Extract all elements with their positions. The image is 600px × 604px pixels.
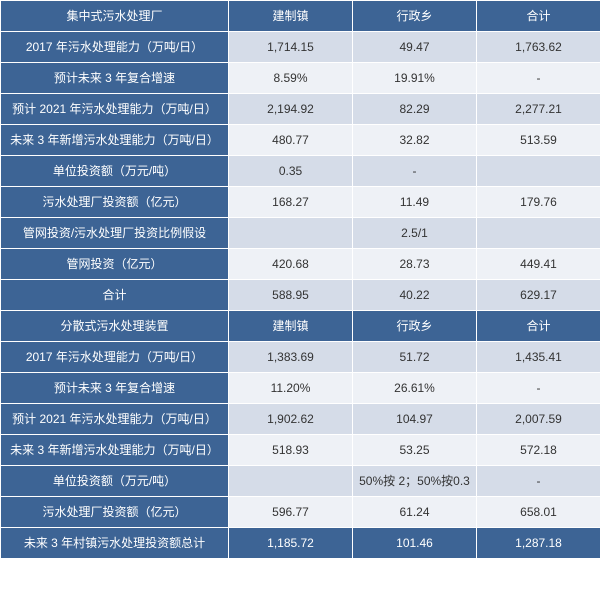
cell-value: 449.41 xyxy=(477,249,600,280)
table-row: 未来 3 年新增污水处理能力（万吨/日）480.7732.82513.59 xyxy=(1,125,600,156)
cell-value: 2.5/1 xyxy=(353,218,477,249)
cell-value: 82.29 xyxy=(353,94,477,125)
cell-value: 480.77 xyxy=(229,125,353,156)
cell-value: 11.49 xyxy=(353,187,477,218)
cell-value: 0.35 xyxy=(229,156,353,187)
row-label: 管网投资（亿元） xyxy=(1,249,229,280)
cell-value: 420.68 xyxy=(229,249,353,280)
column-header: 合计 xyxy=(477,1,600,32)
cell-value xyxy=(229,466,353,497)
row-label: 管网投资/污水处理厂投资比例假设 xyxy=(1,218,229,249)
column-header: 建制镇 xyxy=(229,1,353,32)
cell-value: 104.97 xyxy=(353,404,477,435)
table-row: 预计未来 3 年复合增速8.59%19.91%- xyxy=(1,63,600,94)
cell-value: 513.59 xyxy=(477,125,600,156)
row-label: 未来 3 年新增污水处理能力（万吨/日） xyxy=(1,435,229,466)
row-label: 未来 3 年新增污水处理能力（万吨/日） xyxy=(1,125,229,156)
table-row: 单位投资额（万元/吨）0.35- xyxy=(1,156,600,187)
row-label: 合计 xyxy=(1,280,229,311)
cell-value: 40.22 xyxy=(353,280,477,311)
table-row: 2017 年污水处理能力（万吨/日）1,383.6951.721,435.41 xyxy=(1,342,600,373)
cell-value: 50%按 2；50%按0.3 xyxy=(353,466,477,497)
row-label: 单位投资额（万元/吨） xyxy=(1,156,229,187)
cell-value: - xyxy=(353,156,477,187)
table-row: 污水处理厂投资额（亿元）168.2711.49179.76 xyxy=(1,187,600,218)
column-header: 合计 xyxy=(477,311,600,342)
cell-value xyxy=(477,218,600,249)
column-header: 行政乡 xyxy=(353,311,477,342)
cell-value: 2,194.92 xyxy=(229,94,353,125)
table-row: 合计588.9540.22629.17 xyxy=(1,280,600,311)
cell-value: 596.77 xyxy=(229,497,353,528)
cell-value: 179.76 xyxy=(477,187,600,218)
cell-value: 32.82 xyxy=(353,125,477,156)
cell-value: 518.93 xyxy=(229,435,353,466)
table-row: 管网投资（亿元）420.6828.73449.41 xyxy=(1,249,600,280)
cell-value: 28.73 xyxy=(353,249,477,280)
column-header: 建制镇 xyxy=(229,311,353,342)
cell-value: 61.24 xyxy=(353,497,477,528)
table-row: 预计 2021 年污水处理能力（万吨/日）2,194.9282.292,277.… xyxy=(1,94,600,125)
investment-table: 集中式污水处理厂建制镇行政乡合计2017 年污水处理能力（万吨/日）1,714.… xyxy=(0,0,600,559)
table-row: 预计 2021 年污水处理能力（万吨/日）1,902.62104.972,007… xyxy=(1,404,600,435)
row-label: 污水处理厂投资额（亿元） xyxy=(1,187,229,218)
table-row: 2017 年污水处理能力（万吨/日）1,714.1549.471,763.62 xyxy=(1,32,600,63)
cell-value xyxy=(229,218,353,249)
table-row: 预计未来 3 年复合增速11.20%26.61%- xyxy=(1,373,600,404)
column-header: 行政乡 xyxy=(353,1,477,32)
cell-value: 629.17 xyxy=(477,280,600,311)
cell-value: 588.95 xyxy=(229,280,353,311)
cell-value: 11.20% xyxy=(229,373,353,404)
footer-row: 未来 3 年村镇污水处理投资额总计1,185.72101.461,287.18 xyxy=(1,528,600,559)
row-label: 预计未来 3 年复合增速 xyxy=(1,63,229,94)
table-row: 未来 3 年新增污水处理能力（万吨/日）518.9353.25572.18 xyxy=(1,435,600,466)
cell-value: - xyxy=(477,63,600,94)
cell-value: 1,435.41 xyxy=(477,342,600,373)
section-title: 分散式污水处理装置 xyxy=(1,311,229,342)
cell-value xyxy=(477,156,600,187)
table-row: 管网投资/污水处理厂投资比例假设 2.5/1 xyxy=(1,218,600,249)
cell-value: 572.18 xyxy=(477,435,600,466)
table-row: 单位投资额（万元/吨） 50%按 2；50%按0.3- xyxy=(1,466,600,497)
cell-value: 658.01 xyxy=(477,497,600,528)
cell-value: 51.72 xyxy=(353,342,477,373)
row-label: 单位投资额（万元/吨） xyxy=(1,466,229,497)
cell-value: 168.27 xyxy=(229,187,353,218)
row-label: 2017 年污水处理能力（万吨/日） xyxy=(1,342,229,373)
cell-value: 1,714.15 xyxy=(229,32,353,63)
table-row: 污水处理厂投资额（亿元）596.7761.24658.01 xyxy=(1,497,600,528)
cell-value: - xyxy=(477,373,600,404)
cell-value: 2,007.59 xyxy=(477,404,600,435)
cell-value: 2,277.21 xyxy=(477,94,600,125)
cell-value: 1,383.69 xyxy=(229,342,353,373)
cell-value: 19.91% xyxy=(353,63,477,94)
footer-value: 101.46 xyxy=(353,528,477,559)
cell-value: 49.47 xyxy=(353,32,477,63)
cell-value: 1,763.62 xyxy=(477,32,600,63)
cell-value: 8.59% xyxy=(229,63,353,94)
cell-value: 26.61% xyxy=(353,373,477,404)
row-label: 污水处理厂投资额（亿元） xyxy=(1,497,229,528)
row-label: 2017 年污水处理能力（万吨/日） xyxy=(1,32,229,63)
footer-value: 1,185.72 xyxy=(229,528,353,559)
section-header-row: 集中式污水处理厂建制镇行政乡合计 xyxy=(1,1,600,32)
footer-value: 1,287.18 xyxy=(477,528,600,559)
row-label: 预计 2021 年污水处理能力（万吨/日） xyxy=(1,404,229,435)
cell-value: 1,902.62 xyxy=(229,404,353,435)
cell-value: 53.25 xyxy=(353,435,477,466)
row-label: 预计未来 3 年复合增速 xyxy=(1,373,229,404)
row-label: 预计 2021 年污水处理能力（万吨/日） xyxy=(1,94,229,125)
section-header-row: 分散式污水处理装置建制镇行政乡合计 xyxy=(1,311,600,342)
section-title: 集中式污水处理厂 xyxy=(1,1,229,32)
cell-value: - xyxy=(477,466,600,497)
footer-label: 未来 3 年村镇污水处理投资额总计 xyxy=(1,528,229,559)
